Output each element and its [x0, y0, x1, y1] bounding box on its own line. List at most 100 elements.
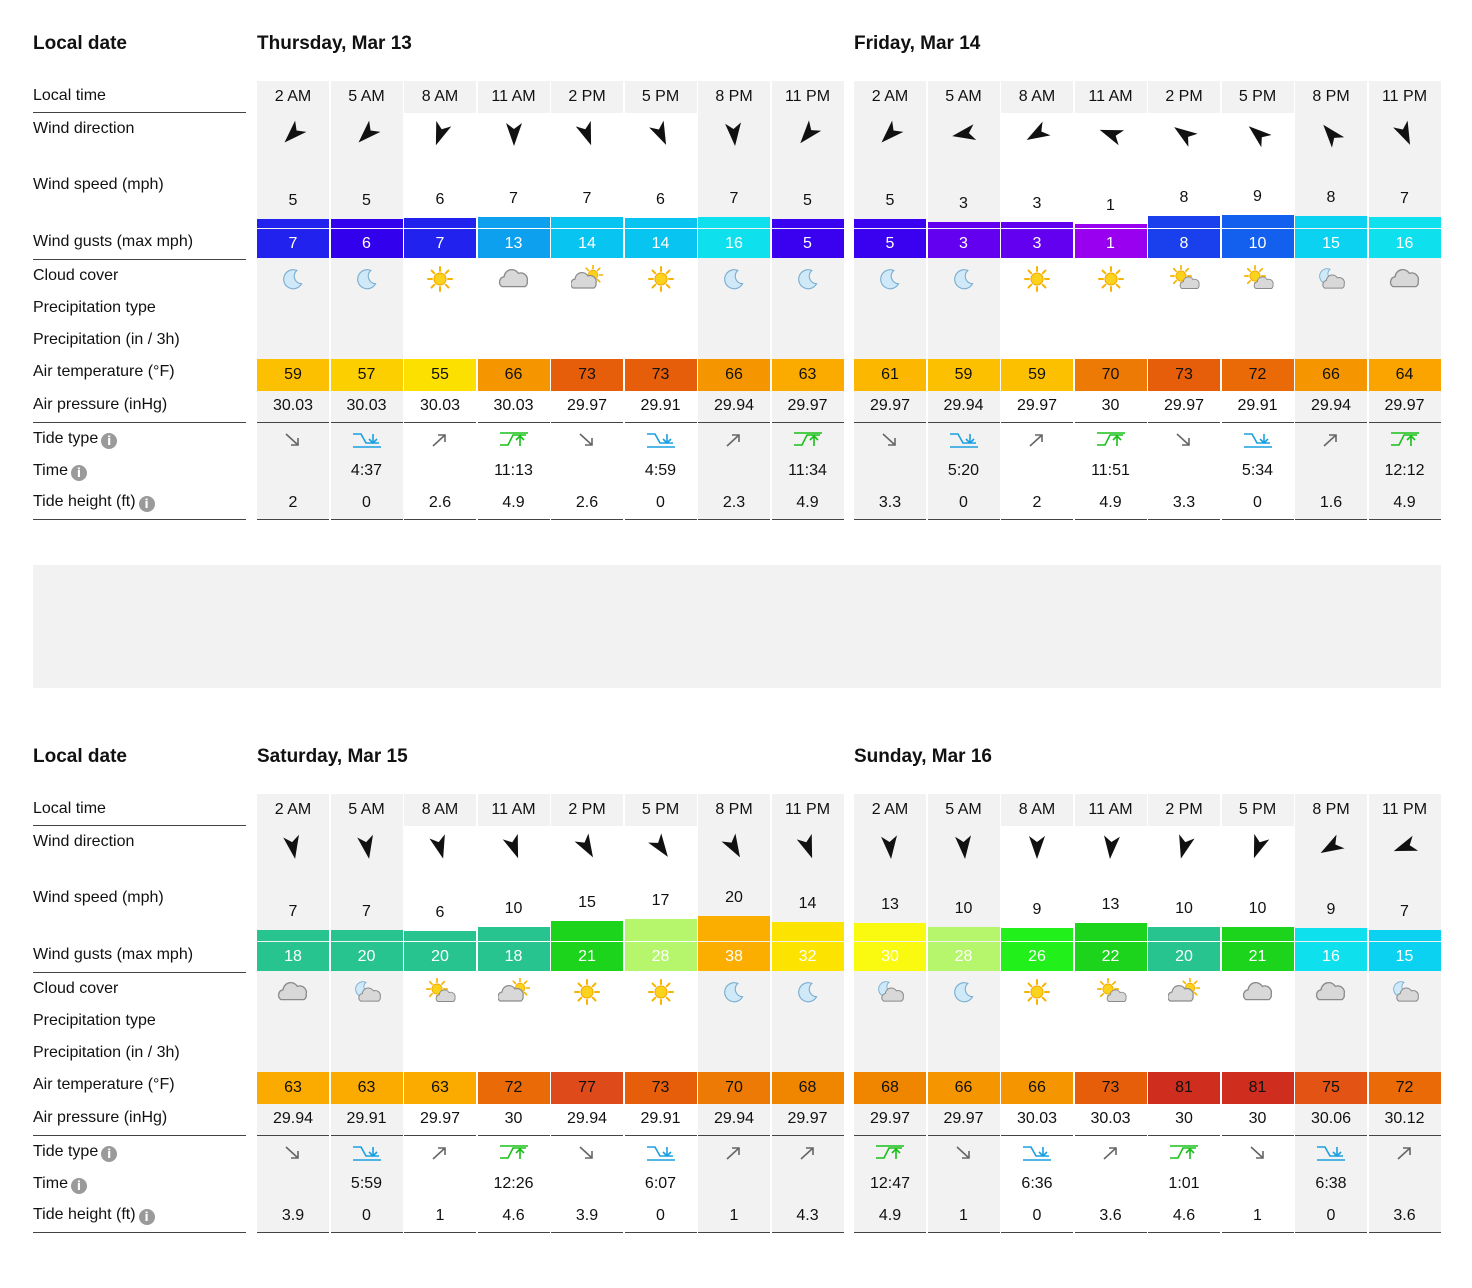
tide-type-label-text: Tide type — [33, 430, 99, 447]
local-time-label-text: Local time — [33, 800, 106, 817]
time-header-shading — [1221, 794, 1294, 826]
column-bottom-divider — [1221, 519, 1294, 520]
wind-speed-bar — [1368, 930, 1441, 941]
cloudsun-icon — [496, 977, 530, 1006]
air-pressure-label-text: Air pressure (inHg) — [33, 396, 168, 413]
pressure-divider — [1368, 422, 1441, 423]
local-time: 5 PM — [641, 801, 680, 818]
local-date-label: Local date — [33, 746, 127, 768]
info-icon[interactable]: i — [101, 1146, 118, 1162]
wind-gusts-label: Wind gusts (max mph) — [33, 233, 193, 251]
wind-speed-bar — [1001, 221, 1073, 228]
wind-speed-bar — [404, 218, 476, 228]
wind-direction-arrow-icon — [500, 833, 528, 861]
air-pressure-value: 29.97 — [787, 397, 828, 414]
wind-speed-value: 10 — [1175, 899, 1193, 917]
wind-speed-label-text: Wind speed (mph) — [33, 176, 164, 193]
wind-direction-arrow-icon — [1097, 120, 1125, 148]
tide-height-value: 2 — [1032, 494, 1042, 511]
wind-speed-value: 7 — [582, 190, 592, 208]
mooncloud-icon — [1315, 265, 1347, 293]
air-pressure-value: 29.94 — [713, 397, 755, 414]
column-bottom-divider — [1074, 1232, 1147, 1233]
air-temperature-value: 73 — [551, 359, 623, 391]
moon-icon — [874, 265, 906, 293]
wind-speed-bar — [854, 923, 926, 941]
wind-speed-bar — [1074, 923, 1147, 941]
air-pressure-value: 30.03 — [272, 397, 314, 414]
wind-direction-arrow-icon — [573, 120, 601, 148]
air-pressure-value: 29.97 — [566, 397, 608, 414]
local-time-label: Local time — [33, 800, 106, 818]
air-pressure-label: Air pressure (inHg) — [33, 1109, 167, 1127]
wind-speed-value: 5 — [288, 192, 298, 210]
pressure-divider — [771, 1135, 844, 1136]
pressure-divider — [1221, 1135, 1294, 1136]
precipitation-type-label-text: Precipitation type — [33, 1012, 156, 1029]
wind-gust-value: 21 — [1221, 942, 1294, 971]
wind-speed-value: 17 — [651, 891, 670, 909]
sun-icon — [1095, 265, 1127, 293]
wind-speed-bar — [624, 218, 697, 228]
air-pressure-value: 29.94 — [272, 1110, 314, 1127]
wind-gusts-label-text: Wind gusts (max mph) — [33, 946, 194, 963]
pressure-divider — [1148, 422, 1220, 423]
column-bottom-divider — [624, 519, 697, 520]
local-time: 2 AM — [871, 88, 909, 105]
precipitation-amount-label-text: Precipitation (in / 3h) — [33, 1044, 180, 1061]
suncloud-icon — [1168, 264, 1200, 293]
wind-speed-bar — [1148, 926, 1220, 941]
info-icon[interactable]: i — [101, 433, 118, 449]
local-time: 2 PM — [1165, 88, 1203, 105]
column-bottom-divider — [1148, 1232, 1220, 1233]
time-header-shading — [1148, 794, 1220, 826]
time-header-shading — [477, 794, 550, 826]
air-temperature-value: 66 — [1001, 1072, 1073, 1104]
pressure-divider — [854, 422, 926, 423]
wind-direction-arrow-icon — [279, 833, 307, 861]
local-time: 5 AM — [945, 88, 982, 105]
column-bottom-divider — [698, 1232, 770, 1233]
suncloud-icon — [1095, 977, 1127, 1006]
column-bottom-divider — [854, 1232, 926, 1233]
wind-gust-value: 14 — [624, 229, 697, 258]
air-temperature-value: 73 — [624, 1072, 697, 1104]
wind-direction-arrow-icon — [876, 120, 904, 148]
tide-height-value: 0 — [362, 494, 371, 511]
tide-height-value: 0 — [656, 1207, 665, 1224]
time-header-shading — [404, 81, 476, 113]
wind-direction-arrow-icon — [720, 120, 748, 148]
wind-speed-bar — [1001, 927, 1073, 941]
pressure-divider — [477, 422, 550, 423]
tide-high-icon — [1096, 430, 1125, 450]
info-icon[interactable]: i — [138, 1209, 155, 1225]
tide-time-label-text: Time — [33, 462, 68, 479]
time-header-shading — [551, 81, 623, 113]
wind-speed-bar — [698, 915, 770, 941]
tide-height-value: 0 — [959, 494, 968, 511]
tide-up-icon — [1099, 1143, 1123, 1163]
hour-column: 8 PM 7 16 66 29.94 2.3 — [698, 0, 770, 540]
wind-gust-value: 16 — [698, 229, 770, 258]
pressure-divider — [1295, 1135, 1367, 1136]
air-temperature-value: 72 — [477, 1072, 550, 1104]
info-icon[interactable]: i — [138, 496, 155, 512]
air-temperature-value: 73 — [1074, 1072, 1147, 1104]
moon-icon — [792, 978, 824, 1006]
local-date-label: Local date — [33, 33, 127, 55]
hour-column: 8 PM 8 15 66 29.94 1.6 — [1295, 0, 1367, 540]
air-pressure-value: 29.97 — [943, 1110, 984, 1127]
wind-speed-value: 8 — [1326, 189, 1336, 207]
tide-time-value: 12:12 — [1384, 462, 1425, 479]
tide-height-value: 2.6 — [575, 494, 599, 511]
wind-direction-arrow-icon — [950, 833, 978, 861]
pressure-divider — [1001, 422, 1073, 423]
info-icon[interactable]: i — [70, 465, 87, 481]
moon-icon — [792, 265, 824, 293]
info-icon[interactable]: i — [70, 1178, 87, 1194]
cloud-icon — [1242, 978, 1274, 1006]
wind-direction-arrow-icon — [573, 833, 601, 861]
wind-speed-value: 9 — [1032, 900, 1042, 918]
wind-direction-arrow-icon — [1097, 833, 1125, 861]
precipitation-type-label: Precipitation type — [33, 1012, 156, 1030]
